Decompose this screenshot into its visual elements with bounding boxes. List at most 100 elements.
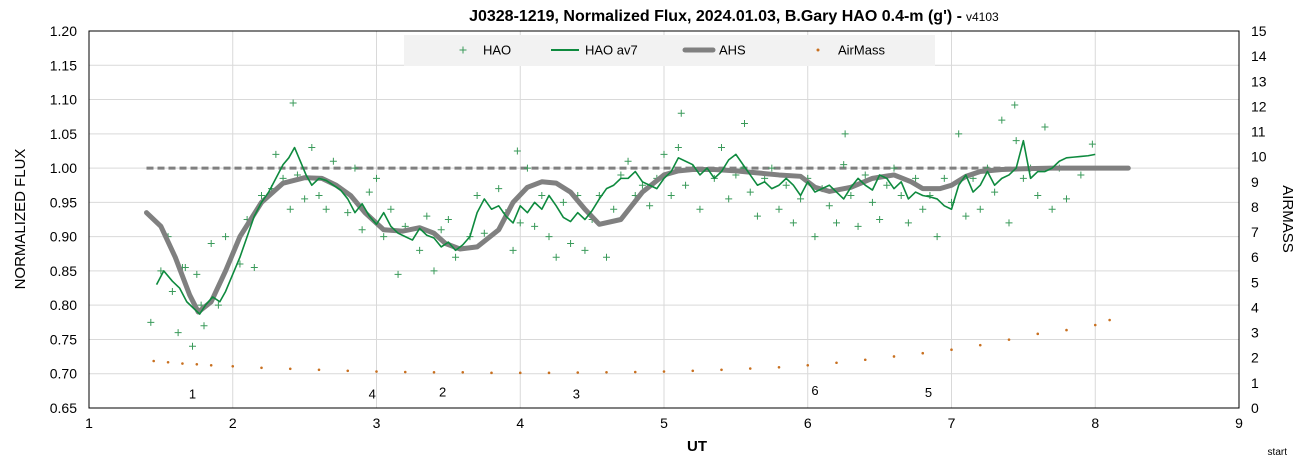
hao-point (646, 202, 654, 210)
hao-point (919, 205, 927, 213)
hao-av7-line (155, 139, 1096, 315)
y-tick-label-3: 0.80 (50, 297, 77, 313)
airmass-point (777, 365, 781, 369)
y2-tick-label-13: 13 (1251, 73, 1267, 89)
airmass-point (605, 371, 608, 374)
ahs-line (144, 165, 1131, 315)
y-tick-label-1: 0.70 (50, 366, 77, 382)
annotation-6: 6 (811, 383, 818, 398)
hao-point (168, 287, 176, 295)
annotations: 1 4 2 3 6 5 (189, 383, 932, 401)
hao-point (940, 174, 948, 182)
y-tick-label-4: 0.85 (50, 263, 77, 279)
legend-label-ahs: AHS (719, 43, 746, 58)
hao-point (193, 270, 201, 278)
hao-point (1088, 140, 1096, 148)
hao-point (638, 181, 646, 189)
airmass-point (950, 348, 953, 351)
y-tick-label-11: 1.20 (50, 23, 77, 39)
hao-point (1077, 171, 1085, 179)
airmass-point (720, 368, 723, 372)
y2-tick-label-2: 2 (1251, 350, 1259, 366)
y-tick-label-2: 0.75 (50, 331, 77, 347)
hao-point (610, 205, 618, 213)
airmass-point (195, 362, 199, 366)
hao-point (746, 188, 754, 196)
hao-point (495, 185, 503, 193)
hao-point (200, 322, 208, 330)
annotation-3: 3 (573, 386, 580, 401)
legend-label-hao-av7: HAO av7 (585, 43, 638, 58)
y-tick-label-8: 1.05 (50, 126, 77, 142)
hao-point (825, 202, 833, 210)
y-tick-label-7: 1.00 (50, 160, 77, 176)
hao-point (725, 195, 733, 203)
hao-point (480, 229, 488, 237)
y2-tick-label-6: 6 (1251, 249, 1259, 265)
airmass-point (375, 370, 378, 373)
x-tick-label-4: 5 (660, 415, 668, 431)
hao-point (380, 233, 388, 241)
hao-point (308, 144, 316, 152)
hao-point (854, 222, 862, 230)
y2-tick-label-1: 1 (1251, 375, 1259, 391)
hao-point (741, 120, 748, 128)
hao-point (344, 209, 352, 217)
airmass-point (633, 370, 637, 374)
hao-point (962, 212, 970, 220)
hao-point (373, 174, 380, 182)
hao-point (258, 192, 265, 200)
hao-point (753, 212, 761, 220)
hao-point (365, 188, 373, 196)
hao-point (789, 219, 797, 227)
hao-point (624, 157, 632, 165)
airmass-point (691, 369, 695, 373)
airmass-point (490, 371, 493, 375)
hao-point (876, 216, 884, 223)
airmass-point (1108, 318, 1111, 322)
x-tick-label-7: 8 (1091, 415, 1099, 431)
hao-point (677, 109, 685, 117)
hao-point (674, 144, 682, 152)
airmass-point (1036, 332, 1040, 336)
hao-point (926, 192, 934, 200)
series-hao-av7 (155, 139, 1096, 315)
hao-point (516, 219, 524, 227)
hao-point (1041, 123, 1049, 131)
hao-point (315, 192, 323, 200)
airmass-point (978, 343, 982, 347)
hao-point (890, 164, 898, 172)
hao-point (682, 181, 690, 189)
airmass-point (288, 367, 292, 371)
hao-point (955, 130, 963, 138)
hao-point (861, 171, 869, 179)
airmass-point (1093, 323, 1097, 327)
x-tick-label-6: 7 (948, 415, 956, 431)
legend: HAO HAO av7 AHS AirMass (404, 35, 935, 66)
airmass-point (152, 359, 155, 363)
y-axis-label: NORMALIZED FLUX (12, 149, 29, 290)
hao-point (811, 233, 819, 241)
legend-marker-airmass (816, 48, 820, 52)
airmass-point (181, 362, 184, 365)
airmass-point (863, 358, 867, 362)
y2-tick-label-11: 11 (1251, 124, 1266, 140)
y-tick-label-0: 0.65 (50, 400, 77, 416)
hao-point (581, 246, 589, 254)
x-tick-label-2: 3 (373, 415, 381, 431)
y2-tick-label-14: 14 (1251, 48, 1267, 64)
hao-point (782, 181, 790, 189)
airmass-point (166, 360, 170, 364)
hao-point (904, 219, 912, 227)
hao-point (207, 239, 215, 247)
y-tick-labels: 0.65 0.70 0.75 0.80 0.85 0.90 0.95 1.00 1.05 1.10… (50, 23, 77, 416)
hao-point (531, 222, 539, 230)
airmass-point (748, 367, 752, 370)
hao-point (552, 253, 560, 261)
x-tick-labels: 1 2 3 4 5 6 7 8 9 (85, 415, 1243, 431)
hao-point (394, 270, 402, 278)
airmass-point (317, 368, 321, 372)
hao-point (718, 144, 725, 152)
y2-tick-label-5: 5 (1251, 274, 1259, 290)
